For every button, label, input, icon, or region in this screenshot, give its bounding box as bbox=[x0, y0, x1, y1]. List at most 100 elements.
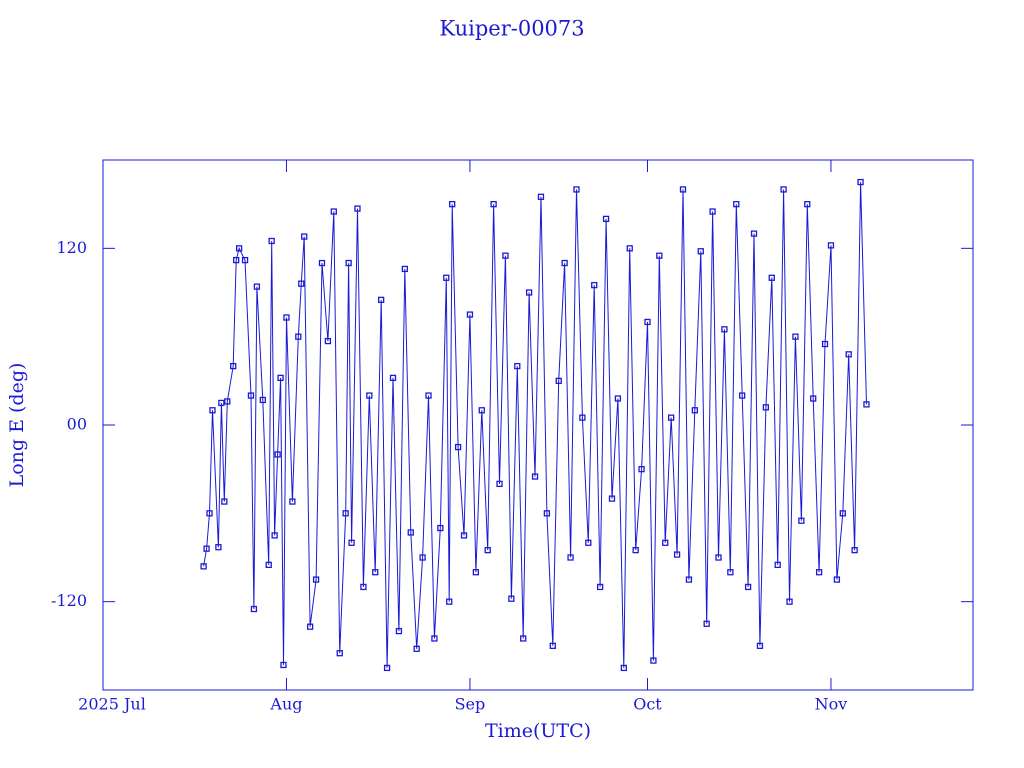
data-point bbox=[401, 265, 408, 273]
data-point bbox=[484, 546, 491, 554]
data-point bbox=[446, 598, 453, 605]
data-point bbox=[727, 569, 734, 576]
x-tick-label: Sep bbox=[455, 695, 486, 714]
y-tick-label: -120 bbox=[51, 591, 87, 610]
data-point bbox=[810, 395, 817, 402]
data-point bbox=[449, 201, 456, 208]
data-point bbox=[744, 583, 752, 591]
data-point bbox=[345, 259, 352, 267]
data-point bbox=[360, 583, 367, 591]
data-point bbox=[218, 399, 225, 407]
data-point bbox=[336, 650, 343, 657]
data-point bbox=[608, 495, 616, 502]
data-point bbox=[301, 233, 308, 240]
data-point bbox=[241, 256, 249, 264]
data-point bbox=[466, 311, 474, 318]
data-point bbox=[342, 510, 349, 517]
x-axis-label: Time(UTC) bbox=[485, 720, 591, 742]
data-point bbox=[555, 377, 562, 384]
data-point bbox=[224, 398, 231, 405]
data-point bbox=[579, 414, 586, 421]
data-point bbox=[549, 642, 556, 649]
data-point bbox=[318, 259, 326, 267]
data-point bbox=[235, 245, 243, 252]
data-point bbox=[280, 661, 287, 669]
data-point bbox=[389, 374, 397, 382]
data-point bbox=[650, 657, 657, 664]
x-tick-label: Oct bbox=[633, 695, 662, 714]
data-point bbox=[277, 374, 284, 382]
data-point bbox=[703, 620, 710, 627]
data-point bbox=[233, 256, 240, 264]
y-axis-label: Long E (deg) bbox=[6, 363, 28, 488]
data-point bbox=[306, 623, 314, 630]
data-point bbox=[733, 201, 740, 208]
data-point bbox=[490, 201, 497, 208]
data-point bbox=[443, 274, 450, 281]
data-point bbox=[857, 178, 864, 186]
data-point bbox=[431, 635, 438, 642]
data-point bbox=[585, 539, 592, 546]
data-point bbox=[596, 583, 604, 591]
data-point bbox=[851, 546, 858, 554]
data-point bbox=[697, 248, 704, 255]
data-point bbox=[221, 498, 228, 505]
data-point bbox=[668, 414, 675, 421]
data-point bbox=[863, 401, 870, 408]
data-point bbox=[230, 362, 237, 370]
data-point bbox=[271, 532, 278, 539]
data-point bbox=[573, 186, 580, 193]
data-point bbox=[203, 545, 210, 552]
data-point bbox=[602, 215, 610, 223]
data-point bbox=[502, 252, 509, 259]
data-point bbox=[425, 392, 432, 399]
data-point bbox=[543, 510, 551, 517]
data-point bbox=[845, 351, 852, 358]
data-point bbox=[274, 451, 281, 458]
data-point bbox=[786, 598, 793, 605]
data-point bbox=[537, 193, 545, 200]
data-point bbox=[839, 510, 846, 517]
data-point bbox=[472, 569, 480, 576]
data-point bbox=[413, 645, 420, 652]
data-point bbox=[715, 554, 722, 561]
data-point bbox=[780, 186, 787, 193]
data-point bbox=[312, 576, 320, 583]
data-point bbox=[721, 326, 728, 333]
chart-title: Kuiper-00073 bbox=[439, 17, 584, 41]
data-point bbox=[821, 340, 829, 348]
data-point bbox=[632, 546, 639, 554]
data-point bbox=[768, 274, 775, 281]
data-point bbox=[348, 539, 355, 546]
data-point bbox=[762, 404, 770, 411]
data-point bbox=[265, 561, 272, 569]
data-point bbox=[798, 517, 805, 524]
data-line bbox=[203, 182, 867, 668]
data-point bbox=[478, 407, 485, 414]
x-tick-label: 2025 Jul bbox=[78, 695, 146, 714]
data-point bbox=[815, 569, 823, 576]
data-point bbox=[673, 551, 681, 558]
data-point bbox=[833, 576, 841, 583]
y-tick-label: 120 bbox=[56, 238, 87, 257]
data-point bbox=[792, 333, 799, 340]
data-point bbox=[454, 443, 462, 451]
data-point bbox=[656, 252, 663, 259]
data-point bbox=[330, 208, 337, 215]
data-point bbox=[685, 576, 693, 583]
y-tick-label: 00 bbox=[67, 415, 87, 434]
data-point bbox=[354, 205, 361, 212]
data-point bbox=[620, 664, 627, 672]
data-point bbox=[437, 524, 444, 532]
data-point bbox=[531, 473, 539, 480]
data-point bbox=[460, 532, 468, 539]
data-point bbox=[250, 605, 258, 613]
data-point bbox=[739, 392, 746, 399]
data-point bbox=[259, 396, 266, 404]
data-point bbox=[324, 337, 332, 345]
data-point bbox=[804, 201, 811, 208]
data-point bbox=[378, 296, 385, 304]
data-point bbox=[395, 627, 403, 635]
data-point bbox=[638, 466, 645, 473]
data-point bbox=[366, 392, 373, 399]
